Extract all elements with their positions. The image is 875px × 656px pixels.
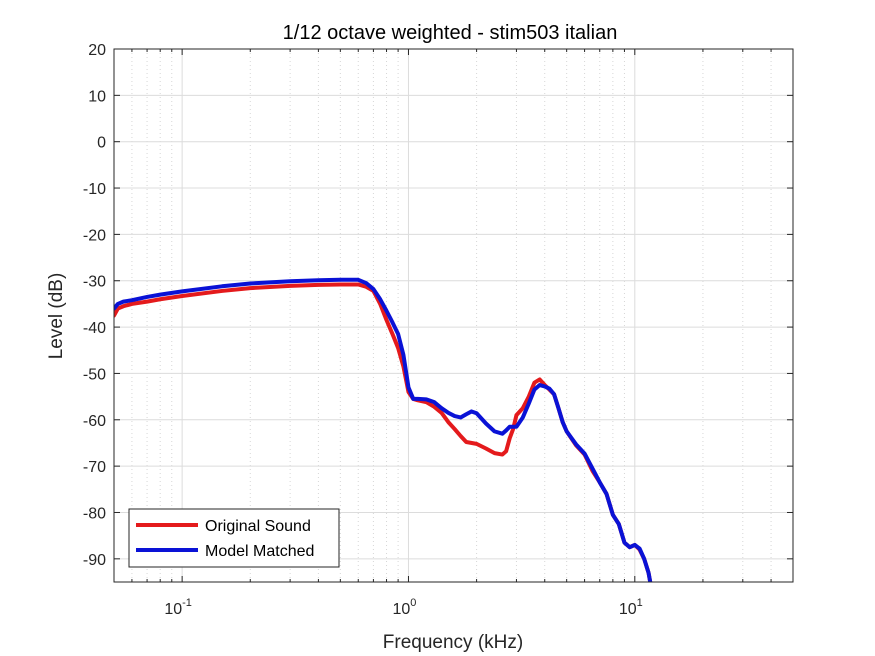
x-tick-label: 100	[393, 597, 417, 618]
y-tick-label: -10	[83, 181, 106, 198]
y-tick-label: -50	[83, 366, 106, 383]
x-axis-label: Frequency (kHz)	[383, 632, 523, 653]
plot-frame	[113, 48, 794, 583]
y-tick-label: -60	[83, 413, 106, 430]
legend-label-model-matched: Model Matched	[205, 543, 314, 560]
series-line-model-matched	[114, 277, 653, 582]
y-tick-label: 20	[88, 42, 106, 59]
y-tick-label: -40	[83, 320, 106, 337]
chart-title: 1/12 octave weighted - stim503 italian	[283, 22, 618, 44]
legend: Original Sound Model Matched	[128, 508, 340, 568]
x-tick-label: 101	[619, 597, 643, 618]
y-tick-labels: 20 10 0 -10 -20 -30 -40 -50 -60 -70 -80 -90	[83, 42, 106, 569]
major-grid	[114, 48, 793, 582]
y-tick-label: 10	[88, 88, 106, 105]
y-tick-label: -30	[83, 274, 106, 291]
y-axis-label: Level (dB)	[46, 273, 67, 360]
plot-area	[114, 49, 793, 582]
series-layer	[114, 277, 653, 582]
y-tick-label: -20	[83, 227, 106, 244]
y-tick-label: -80	[83, 505, 106, 522]
y-tick-label: -90	[83, 552, 106, 569]
legend-box	[128, 508, 340, 568]
x-tick-label: 10-1	[164, 597, 192, 618]
y-tick-label: -70	[83, 459, 106, 476]
y-tick-label: 0	[97, 135, 106, 152]
x-tick-labels: 10-1 100 101	[164, 597, 642, 618]
tick-marks	[114, 48, 793, 582]
minor-grid	[131, 49, 772, 582]
legend-label-original-sound: Original Sound	[205, 518, 311, 535]
